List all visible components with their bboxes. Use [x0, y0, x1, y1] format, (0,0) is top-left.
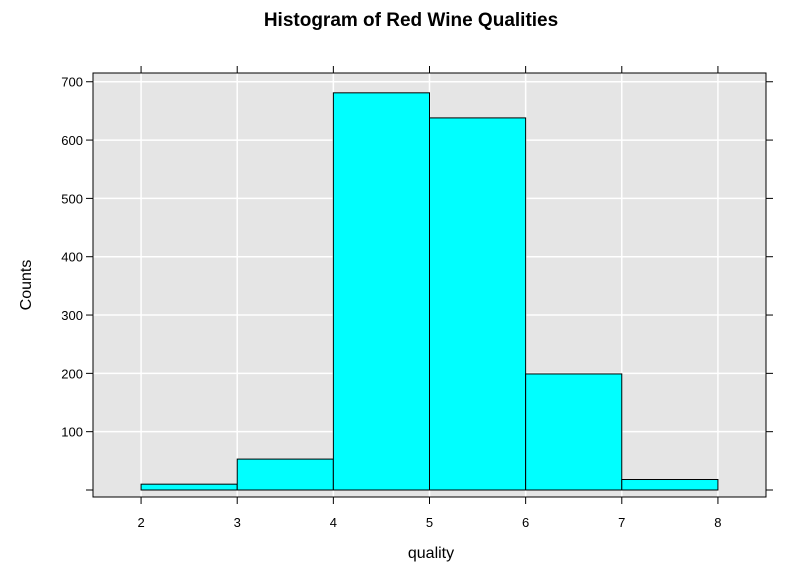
y-tick-labels: 100 200 300 400 500 600 700: [61, 75, 83, 440]
y-tick-label: 200: [61, 366, 83, 381]
y-tick-label: 500: [61, 191, 83, 206]
chart-title: Histogram of Red Wine Qualities: [264, 10, 558, 31]
x-tick-label: 7: [618, 515, 625, 530]
x-tick-label: 6: [522, 515, 529, 530]
histogram-bar: [332, 92, 431, 491]
y-tick-label: 700: [61, 75, 83, 90]
histogram-bar: [525, 373, 623, 491]
x-tick-labels: 2 3 4 5 6 7 8: [137, 515, 721, 530]
bars: [140, 92, 719, 491]
x-tick-label: 3: [234, 515, 241, 530]
axis-ticks: [86, 66, 773, 504]
y-tick-label: 600: [61, 133, 83, 148]
y-tick-label: 300: [61, 308, 83, 323]
histogram-bar: [140, 483, 238, 491]
y-tick-label: 400: [61, 250, 83, 265]
y-axis-label: Counts: [18, 260, 35, 311]
histogram-bar: [236, 458, 334, 491]
x-axis-label: quality: [408, 545, 454, 562]
y-tick-label: 100: [61, 425, 83, 440]
x-tick-label: 5: [426, 515, 433, 530]
x-tick-label: 2: [137, 515, 144, 530]
histogram-bar: [621, 479, 719, 491]
x-tick-label: 8: [714, 515, 721, 530]
histogram-bar: [429, 117, 527, 491]
x-tick-label: 4: [330, 515, 337, 530]
